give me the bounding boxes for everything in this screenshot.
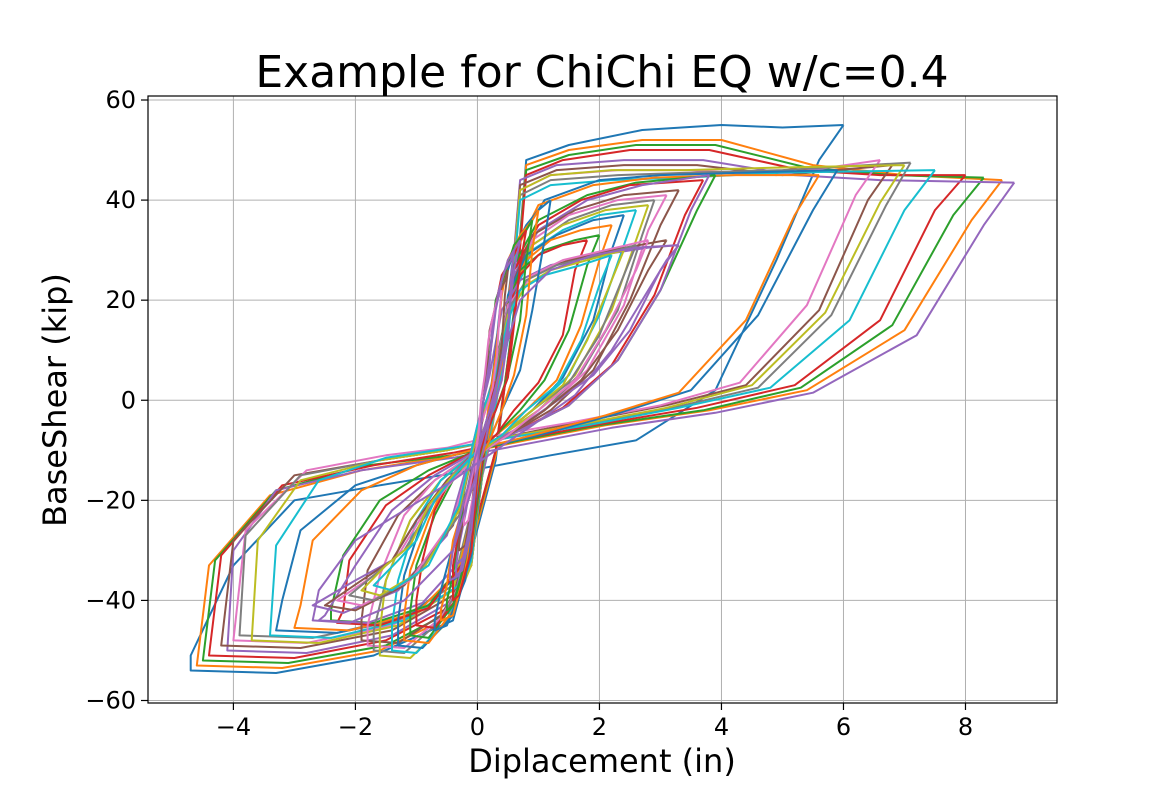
series-line-cycle-10 [269,169,936,639]
series-line-cycle-3 [201,144,985,664]
y-tick-label: 0 [121,386,136,414]
x-tick-label: 0 [470,713,485,741]
chart-title: Example for ChiChi EQ w/c=0.4 [255,47,948,98]
series-line-cycle-37 [463,289,503,527]
x-tick-label: 8 [958,713,973,741]
series-line-cycle-12 [293,174,820,632]
grid [148,96,1057,703]
series-line-cycle-39 [449,239,522,582]
x-tick-label: 4 [714,713,729,741]
x-tick-label: 6 [836,713,851,741]
series-line-cycle-5 [226,159,1016,654]
series-line-cycle-6 [220,164,894,649]
series-line-cycle-11 [275,169,839,634]
series-line-cycle-4 [208,149,967,659]
series-group [189,124,1016,674]
series-line-cycle-9 [250,164,906,644]
y-tick-label: 20 [105,286,136,314]
x-tick-label: 2 [592,713,607,741]
x-axis-label: Diplacement (in) [468,742,736,780]
series-line-cycle-30 [372,254,613,592]
y-axis-label: BaseShear (kip) [36,273,74,527]
series-line-cycle-24 [415,239,589,629]
y-tick-label: 40 [105,186,136,214]
series-line-cycle-8 [238,161,912,639]
series-line-cycle-2 [195,139,1003,669]
y-tick-label: −60 [85,686,136,714]
series-line-cycle-23 [409,234,601,639]
plot-frame [147,95,1058,704]
y-tick-label: −20 [85,486,136,514]
x-tick-label: −2 [338,713,373,741]
series-line-cycle-38 [311,244,680,624]
x-tick-label: −4 [216,713,251,741]
y-tick-label: 60 [105,86,136,114]
series-line-cycle-1 [189,124,845,674]
y-tick-label: −40 [85,586,136,614]
